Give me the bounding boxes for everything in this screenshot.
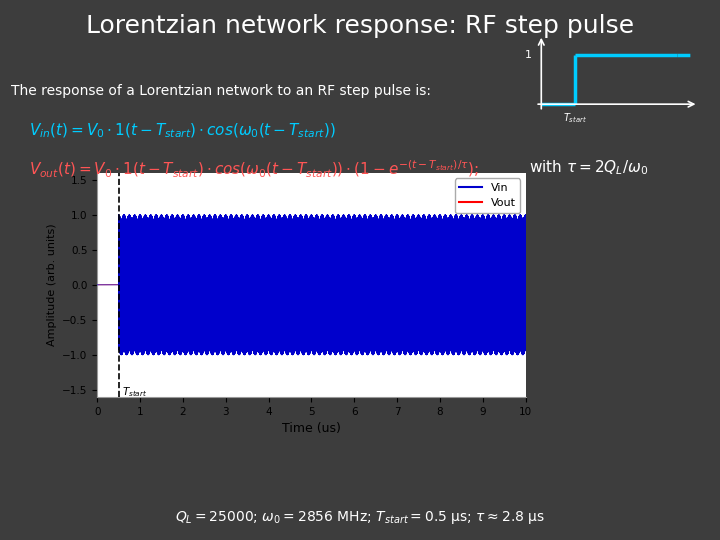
Text: $V_{out}(t) = V_0 \cdot 1(t - T_{start}) \cdot cos(\omega_0(t-T_{start})) \cdot : $V_{out}(t) = V_0 \cdot 1(t - T_{start})… — [29, 159, 479, 180]
Text: $V_{in}(t) = V_0 \cdot 1(t - T_{start}) \cdot cos(\omega_0(t - T_{start}))$: $V_{in}(t) = V_0 \cdot 1(t - T_{start}) … — [29, 122, 336, 140]
X-axis label: Time (us): Time (us) — [282, 422, 341, 435]
Text: 1: 1 — [525, 50, 532, 60]
Text: with $\tau = 2Q_L/\omega_0$: with $\tau = 2Q_L/\omega_0$ — [529, 159, 649, 178]
Y-axis label: Amplitude (arb. units): Amplitude (arb. units) — [47, 224, 57, 346]
Text: $T_{start}$: $T_{start}$ — [122, 385, 148, 399]
Text: $Q_L = 25000$; $\omega_0 = 2856$ MHz; $T_{start} = 0.5$ µs; $\tau \approx 2.8$ µ: $Q_L = 25000$; $\omega_0 = 2856$ MHz; $T… — [175, 510, 545, 526]
Legend: Vin, Vout: Vin, Vout — [455, 178, 520, 213]
Text: The response of a Lorentzian network to an RF step pulse is:: The response of a Lorentzian network to … — [11, 84, 431, 98]
Text: $T_{start}$: $T_{start}$ — [562, 112, 587, 125]
Text: Lorentzian network response: RF step pulse: Lorentzian network response: RF step pul… — [86, 14, 634, 37]
